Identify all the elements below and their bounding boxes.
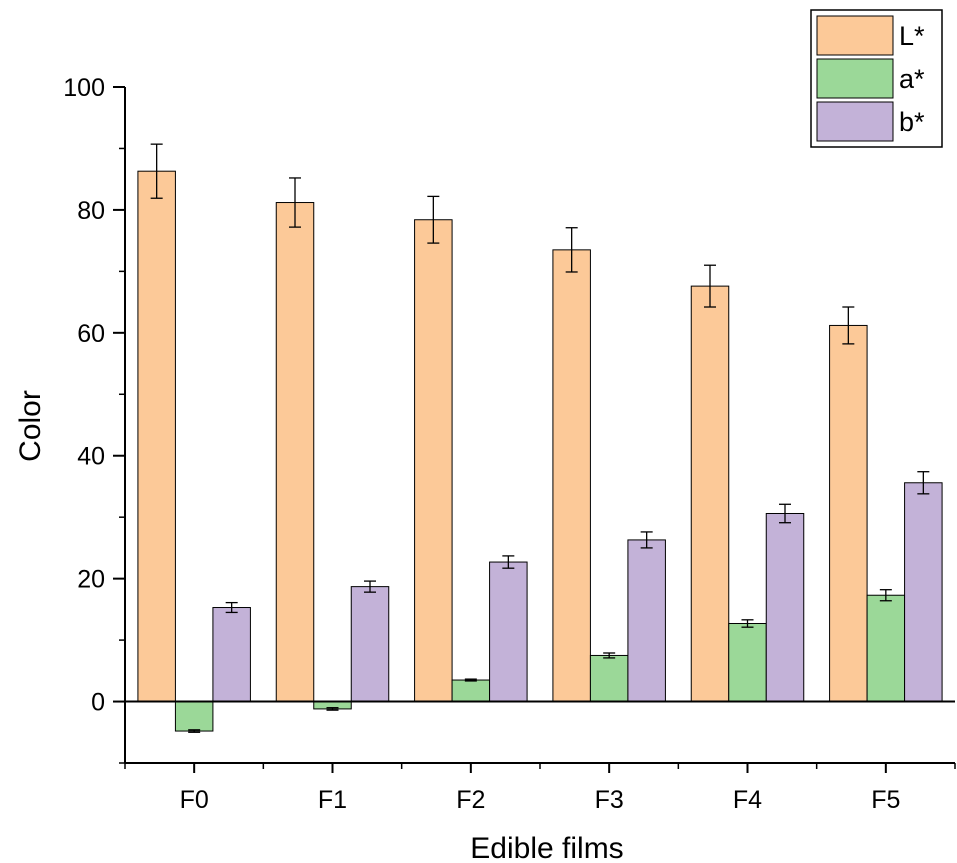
x-tick-label-f1: F1 <box>318 786 347 814</box>
error-bar-bstar-f0 <box>225 601 238 614</box>
error-bar-astar-f1 <box>326 707 339 711</box>
error-bar-astar-f3 <box>603 652 616 659</box>
error-bar-astar-f0 <box>188 729 201 733</box>
bar-astar-f2 <box>451 679 491 703</box>
error-bar-lstar-f5 <box>842 306 855 345</box>
bar-lstar-f2 <box>414 219 453 703</box>
x-tick-label-f3: F3 <box>595 786 624 814</box>
legend-swatch <box>816 101 894 142</box>
bar-lstar-f1 <box>275 202 315 703</box>
y-axis-title: Color <box>14 390 47 462</box>
error-bar-bstar-f2 <box>502 555 515 569</box>
x-tick-label-f0: F0 <box>180 786 209 814</box>
x-tick-label-f5: F5 <box>871 786 900 814</box>
bar-bstar-f0 <box>212 607 251 703</box>
bar-bstar-f3 <box>627 539 666 703</box>
legend-label: a* <box>899 64 925 94</box>
y-tick-label: 0 <box>91 689 105 717</box>
x-tick-label-f4: F4 <box>733 786 762 814</box>
bar-astar-f4 <box>728 622 767 703</box>
error-bar-lstar-f3 <box>565 227 578 273</box>
error-bar-bstar-f5 <box>917 471 930 495</box>
bar-astar-f0 <box>174 701 214 732</box>
error-bar-bstar-f3 <box>640 531 653 549</box>
legend: L* a* b* <box>810 9 943 148</box>
bars-layer <box>137 170 943 732</box>
bar-lstar-f0 <box>137 170 176 703</box>
error-bar-lstar-f1 <box>289 177 301 228</box>
legend-item-lstar: L* <box>816 15 925 56</box>
bar-bstar-f5 <box>904 482 943 703</box>
bar-bstar-f2 <box>489 561 528 703</box>
bar-astar-f5 <box>866 594 906 703</box>
error-bar-lstar-f2 <box>427 195 440 244</box>
error-bars-layer <box>150 143 930 733</box>
error-bar-astar-f5 <box>879 589 892 602</box>
y-tick-label: 80 <box>77 197 105 225</box>
error-bar-bstar-f4 <box>779 503 791 524</box>
x-axis-title: Edible films <box>470 832 623 863</box>
legend-label: b* <box>899 107 925 137</box>
bar-bstar-f4 <box>765 512 805 703</box>
error-bar-lstar-f0 <box>150 143 163 199</box>
bar-lstar-f5 <box>829 324 868 703</box>
legend-label: L* <box>899 21 925 51</box>
bar-astar-f3 <box>589 654 629 703</box>
error-bar-astar-f2 <box>464 678 477 682</box>
legend-swatch <box>816 58 894 99</box>
y-tick-label: 100 <box>63 74 105 102</box>
axes-layer: 0 20 40 60 80 100 F0 F1 F2 F3 F4 F5 <box>63 74 956 814</box>
y-tick-label: 60 <box>77 320 105 348</box>
bar-lstar-f4 <box>690 285 730 703</box>
error-bar-astar-f4 <box>741 619 754 628</box>
y-tick-label: 40 <box>77 443 105 471</box>
y-tick-label: 20 <box>77 566 105 594</box>
bar-lstar-f3 <box>552 249 591 703</box>
x-tick-label-f2: F2 <box>456 786 485 814</box>
legend-item-astar: a* <box>816 58 925 99</box>
legend-item-bstar: b* <box>816 101 925 142</box>
error-bar-bstar-f1 <box>364 580 376 593</box>
legend-swatch <box>816 15 894 56</box>
error-bar-lstar-f4 <box>704 264 716 308</box>
bar-bstar-f1 <box>350 586 390 703</box>
